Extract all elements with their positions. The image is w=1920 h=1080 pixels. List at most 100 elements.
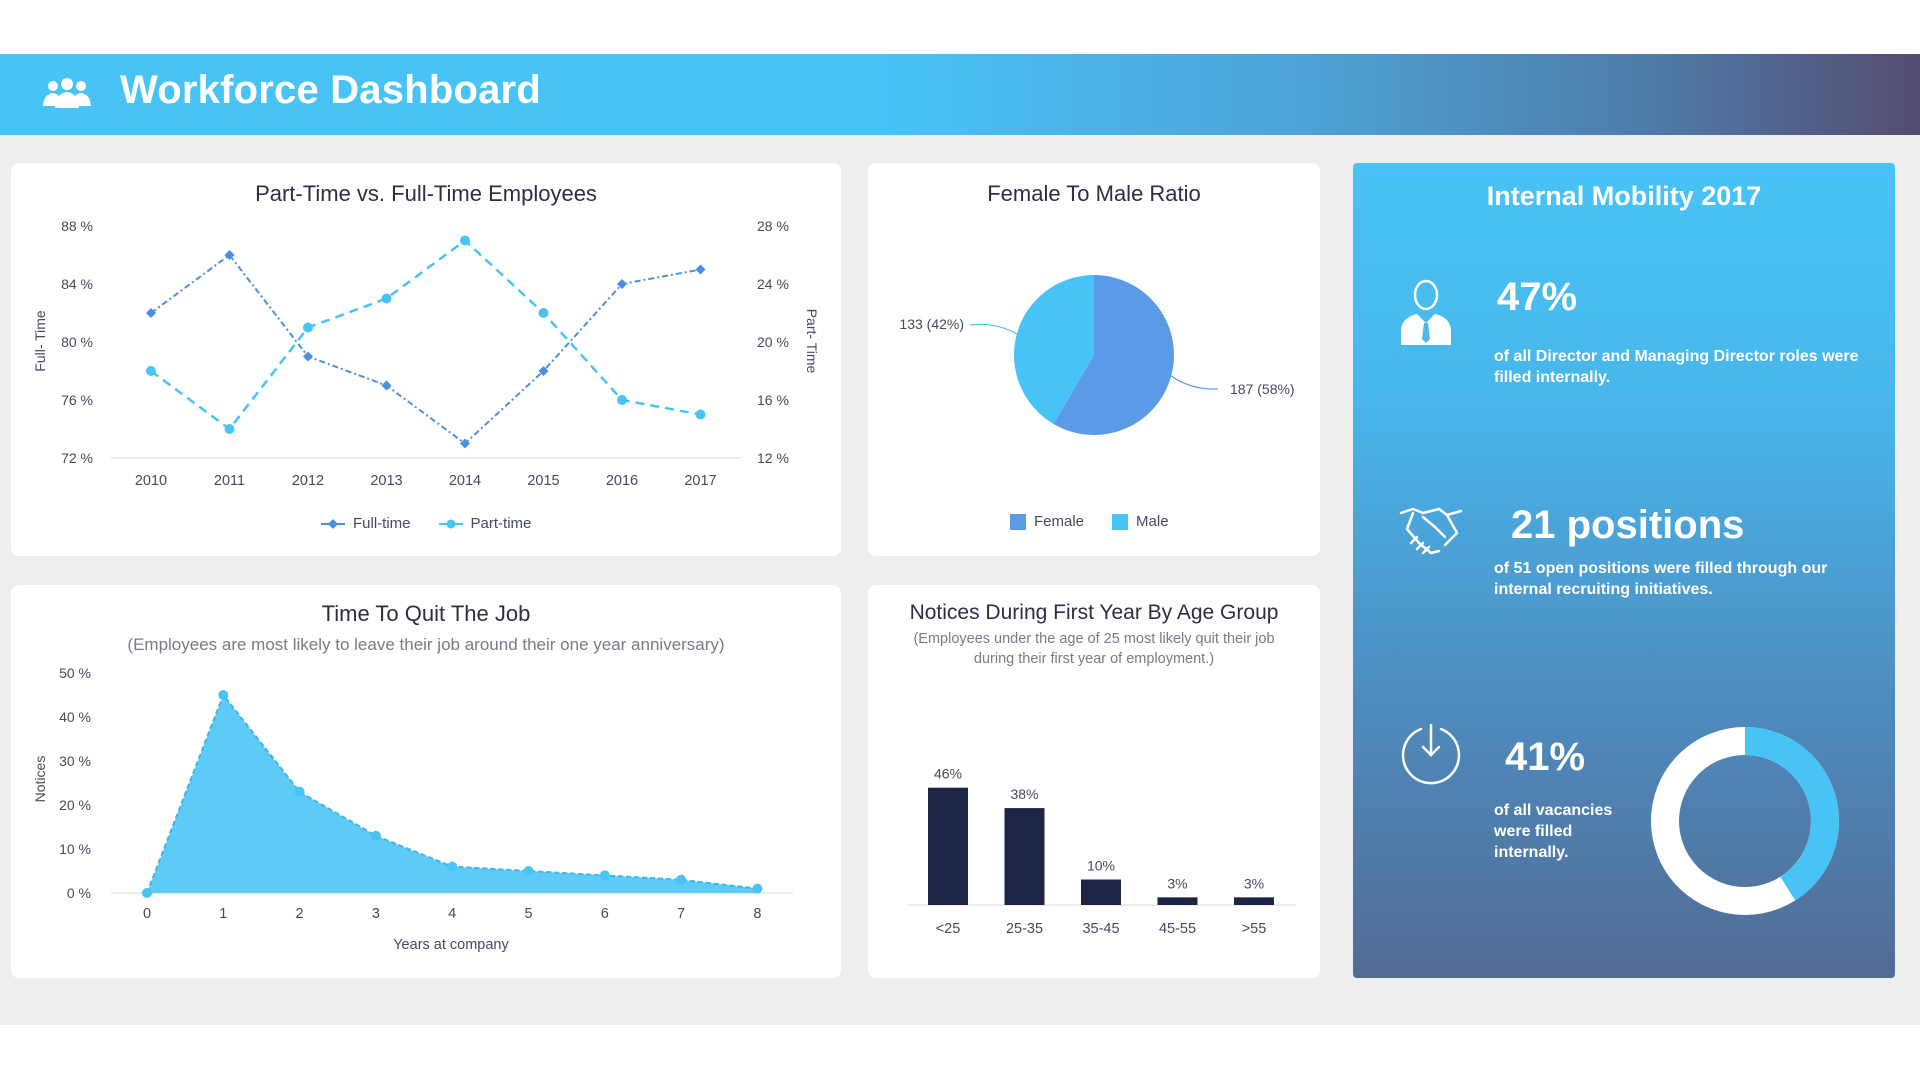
y-left-tick-label: 88 %	[61, 218, 93, 234]
x-tick-label: 4	[448, 906, 456, 922]
part-full-title: Part-Time vs. Full-Time Employees	[255, 181, 597, 206]
handshake-icon	[1399, 507, 1463, 555]
full-time-line	[150, 253, 701, 445]
full-time-point	[303, 351, 313, 362]
part-full-card: Part-Time vs. Full-Time Employees 88 % 84…	[11, 163, 841, 556]
full-time-point	[146, 308, 156, 318]
legend-full-time-label: Full-time	[353, 515, 411, 532]
full-time-point	[617, 279, 627, 289]
bar-category-label: 25-35	[1006, 921, 1043, 937]
y-left-tick-label: 72 %	[61, 450, 93, 466]
part-full-legend: Full-time Part-time	[321, 515, 531, 532]
notices-card: Notices During First Year By Age Group (…	[868, 585, 1320, 978]
x-tick-label: 7	[677, 906, 685, 922]
male-label-leader	[969, 323, 1018, 335]
header-bar: Workforce Dashboard	[0, 54, 1920, 135]
y-right-tick-label: 12 %	[757, 450, 789, 466]
quit-point	[370, 830, 381, 841]
part-time-point	[617, 395, 627, 405]
x-tick-label: 2017	[684, 473, 716, 489]
full-time-point	[695, 264, 706, 275]
legend-full-time-marker	[321, 518, 345, 529]
legend-female-swatch	[1010, 513, 1026, 530]
vacancies-donut-chart	[1651, 727, 1839, 915]
y-right-tick-label: 16 %	[757, 392, 789, 408]
quit-card: Time To Quit The Job (Employees are most…	[11, 585, 841, 978]
legend-part-time[interactable]: Part-time	[438, 515, 532, 532]
bar-1	[1004, 808, 1045, 905]
male-slice-label: 133 (42%)	[899, 316, 964, 332]
full-time-point	[381, 380, 392, 391]
part-time-point	[224, 424, 235, 434]
full-time-point	[538, 366, 549, 376]
part-time-point	[460, 235, 470, 246]
y-left-tick-label: 76 %	[61, 392, 93, 408]
bar-category-label: >55	[1242, 921, 1267, 937]
part-full-line-chart: 88 % 84 % 80 % 76 % 72 % 28 % 24 % 20 % 16 % 12 %…	[32, 218, 820, 489]
x-axis-label: Years at company	[393, 937, 509, 953]
y-right-tick-label: 28 %	[757, 218, 789, 234]
quit-point	[676, 874, 687, 885]
bar-value-label: 46%	[934, 766, 962, 782]
quit-title: Time To Quit The Job	[321, 601, 531, 626]
x-tick-label: 2015	[527, 473, 559, 489]
bar-4	[1234, 897, 1274, 905]
full-time-point	[224, 250, 235, 260]
part-time-point	[381, 293, 392, 304]
part-time-point	[303, 322, 313, 333]
x-tick-label: 8	[753, 906, 761, 922]
part-time-point	[146, 366, 156, 376]
pie-slice-male	[1014, 275, 1094, 425]
legend-female[interactable]: Female	[1010, 513, 1084, 530]
x-tick-label: 0	[143, 906, 151, 922]
x-tick-label: 2010	[135, 473, 167, 489]
y-tick-label: 0 %	[67, 885, 91, 901]
notices-title: Notices During First Year By Age Group	[909, 601, 1279, 624]
y-tick-label: 20 %	[59, 797, 91, 813]
y-tick-label: 40 %	[59, 709, 91, 725]
stat-positions-value: 21 positions	[1511, 503, 1745, 547]
notices-bar-chart: 46% <25 38% 25-35 10% 35-45 3% 45-55 3% >55	[908, 766, 1296, 937]
bar-category-label: <25	[936, 921, 961, 937]
x-tick-label: 3	[372, 906, 380, 922]
quit-point	[447, 861, 458, 872]
legend-full-time[interactable]: Full-time	[321, 515, 411, 532]
stat-positions-text-line1: of 51 open positions were filled through…	[1494, 560, 1828, 577]
stat-director-text-line2: filled internally.	[1494, 369, 1611, 386]
y-axis-label: Notices	[32, 756, 48, 803]
ratio-pie-chart: 187 (58%) 133 (42%)	[899, 275, 1295, 435]
bar-value-label: 3%	[1167, 875, 1187, 891]
y-right-axis-label: Part- Time	[804, 309, 820, 374]
pie-slice-female	[1053, 275, 1174, 435]
x-tick-label: 1	[219, 906, 227, 922]
users-icon	[43, 78, 91, 108]
quit-point	[142, 888, 152, 898]
ratio-legend: Female Male	[1010, 513, 1169, 530]
part-time-point	[695, 409, 706, 420]
quit-point	[523, 866, 534, 876]
legend-part-time-label: Part-time	[470, 515, 532, 532]
legend-male-label: Male	[1136, 513, 1169, 530]
full-time-point	[460, 438, 470, 449]
bar-2	[1081, 879, 1121, 905]
notices-subtitle-line1: (Employees under the age of 25 most like…	[913, 631, 1275, 647]
x-tick-label: 2012	[292, 473, 324, 489]
bar-0	[928, 787, 968, 905]
y-right-tick-label: 24 %	[757, 276, 789, 292]
businessman-icon	[1401, 279, 1451, 345]
down-arrow-circle-icon	[1401, 723, 1461, 785]
page-title: Workforce Dashboard	[120, 68, 541, 112]
bar-value-label: 3%	[1244, 875, 1264, 891]
notices-subtitle-line2: during their first year of employment.)	[973, 651, 1215, 667]
bar-value-label: 38%	[1010, 786, 1038, 802]
bar-3	[1157, 897, 1198, 905]
y-tick-label: 30 %	[59, 753, 91, 769]
x-tick-label: 2016	[606, 473, 638, 489]
ratio-card: Female To Male Ratio 187 (58%) 133 (42%) …	[868, 163, 1320, 556]
bar-category-label: 35-45	[1082, 921, 1119, 937]
x-tick-label: 5	[524, 906, 532, 922]
legend-male[interactable]: Male	[1112, 513, 1169, 530]
quit-subtitle: (Employees are most likely to leave thei…	[127, 635, 725, 654]
female-label-leader	[1170, 375, 1219, 390]
y-right-tick-label: 20 %	[757, 334, 789, 350]
